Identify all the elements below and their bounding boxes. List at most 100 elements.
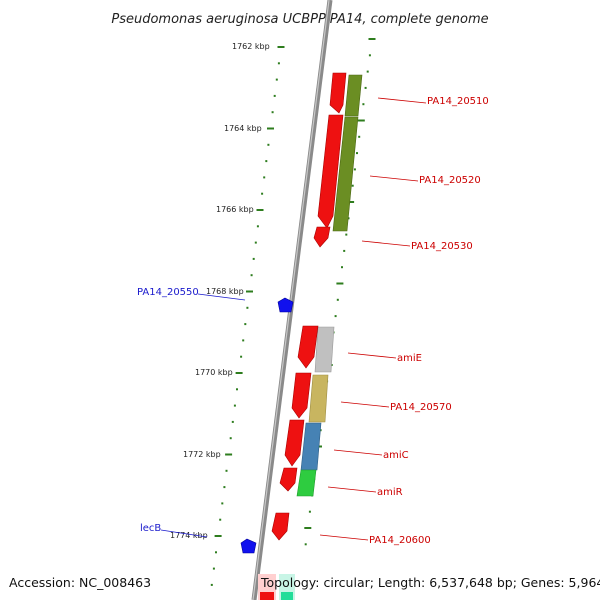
- scale-major-tick: [267, 127, 274, 130]
- scale-major-tick: [214, 535, 222, 537]
- scale-right-minor-tick: [345, 233, 348, 236]
- gene-arrow-amie[interactable]: [297, 325, 319, 369]
- scale-minor-tick: [252, 257, 255, 260]
- leader-amir: [327, 486, 377, 493]
- scale-right-minor-tick: [308, 510, 311, 513]
- scale-minor-tick: [212, 567, 215, 570]
- leader-pa14-20550: [197, 293, 246, 301]
- scale-major-tick: [246, 290, 253, 293]
- gene-arrow-pa14-20520[interactable]: [317, 114, 344, 229]
- scale-minor-tick: [221, 502, 224, 505]
- scale-label-1768: 1768 kbp: [206, 287, 244, 296]
- scale-right-minor-tick: [364, 86, 367, 89]
- clipped-genes-bottom: [258, 574, 295, 600]
- scale-minor-tick: [231, 420, 234, 423]
- cog-bar-pa14-20520[interactable]: [332, 116, 359, 232]
- scale-minor-tick: [263, 176, 266, 179]
- gene-arrow-pa14-20570[interactable]: [291, 372, 312, 419]
- scale-major-tick: [225, 453, 233, 456]
- scale-label-1772: 1772 kbp: [183, 450, 221, 459]
- gene-arrows-reverse: [240, 297, 294, 554]
- scale-minor-tick: [261, 192, 264, 195]
- cog-bar-pa14-20510[interactable]: [344, 74, 363, 117]
- scale-label-1766: 1766 kbp: [216, 205, 254, 214]
- scale-right-minor-tick: [336, 298, 339, 301]
- gene-labels-right: PA14_20510 PA14_20520 PA14_20530 amiE PA…: [319, 96, 489, 546]
- scale-right-minor-tick: [353, 168, 356, 171]
- gene-label-pa14-20600[interactable]: PA14_20600: [369, 535, 431, 546]
- scale-minor-tick: [244, 323, 247, 326]
- genome-backbone-highlight: [252, 0, 330, 600]
- scale-minor-tick: [275, 78, 278, 81]
- gene-label-amie[interactable]: amiE: [397, 353, 422, 364]
- gene-label-pa14-20510[interactable]: PA14_20510: [427, 96, 489, 107]
- scale-major-tick: [256, 209, 264, 211]
- gene-label-pa14-20570[interactable]: PA14_20570: [390, 402, 452, 413]
- leader-pa14-20530: [361, 240, 411, 247]
- cog-bar-amir[interactable]: [296, 469, 317, 497]
- gene-arrow-pa14-20550[interactable]: [277, 297, 294, 313]
- scale-minor-tick: [277, 62, 280, 65]
- scale-major-tick: [277, 46, 285, 48]
- scale-right-major-tick: [304, 527, 312, 529]
- scale-label-1774: 1774 kbp: [170, 531, 208, 540]
- leader-lecb: [160, 529, 208, 538]
- accession-label: Accession: NC_008463: [9, 575, 151, 590]
- leader-pa14-20520: [369, 175, 419, 182]
- cog-bar-amie[interactable]: [314, 326, 335, 373]
- gene-arrow-pa14-20530[interactable]: [313, 226, 331, 248]
- scale-right-minor-tick: [341, 266, 343, 269]
- scale-minor-tick: [240, 355, 243, 358]
- genome-backbone: [251, 0, 333, 600]
- scale-right-minor-tick: [351, 184, 354, 187]
- scale-minor-tick: [219, 518, 222, 521]
- leader-pa14-20600: [319, 534, 369, 541]
- leader-amie: [347, 352, 397, 359]
- gene-label-amic[interactable]: amiC: [383, 450, 409, 461]
- gene-arrows-forward: [271, 72, 347, 541]
- cog-bar-pa14-20570[interactable]: [308, 374, 329, 423]
- cog-bars: [296, 74, 363, 497]
- scale-minor-tick: [233, 404, 236, 407]
- scale-right-major-tick: [336, 282, 344, 285]
- map-title: Pseudomonas aeruginosa UCBPP-PA14, compl…: [111, 12, 488, 27]
- scale-minor-tick: [229, 437, 232, 440]
- gene-label-pa14-20520[interactable]: PA14_20520: [419, 175, 481, 186]
- gene-label-lecb[interactable]: lecB: [140, 523, 161, 534]
- scale-right-minor-tick: [356, 152, 358, 155]
- gene-arrow-lecb[interactable]: [240, 538, 257, 554]
- scale-label-1764: 1764 kbp: [224, 124, 262, 133]
- gene-arrow-amic[interactable]: [284, 419, 305, 467]
- topology-stats: Topology: circular; Length: 6,537,648 bp…: [260, 575, 600, 590]
- scale-minor-tick: [242, 339, 245, 342]
- scale-minor-tick: [236, 388, 238, 391]
- scale-minor-tick: [254, 241, 257, 244]
- scale-right-minor-tick: [334, 315, 337, 318]
- scale-right-minor-tick: [366, 70, 369, 73]
- gene-label-amir[interactable]: amiR: [377, 487, 403, 498]
- clipped-gene-teal: [281, 592, 293, 600]
- scale-right-minor-tick: [368, 54, 371, 57]
- gene-label-pa14-20550[interactable]: PA14_20550: [137, 287, 199, 298]
- gene-arrow-pa14-20510[interactable]: [329, 72, 347, 114]
- scale-label-1762: 1762 kbp: [232, 42, 270, 51]
- scale-ticks-left: [210, 46, 285, 586]
- scale-minor-tick: [210, 583, 213, 586]
- leader-amic: [333, 449, 383, 456]
- scale-right-minor-tick: [304, 543, 307, 546]
- gene-arrow-amir[interactable]: [279, 467, 298, 492]
- cog-bar-amic[interactable]: [300, 422, 322, 471]
- scale-labels: 1762 kbp 1764 kbp 1766 kbp 1768 kbp 1770…: [170, 42, 270, 540]
- scale-minor-tick: [271, 111, 274, 114]
- clipped-gene-red: [260, 592, 274, 600]
- gene-arrow-pa14-20600[interactable]: [271, 512, 290, 541]
- scale-minor-tick: [223, 486, 226, 489]
- scale-minor-tick: [225, 469, 228, 472]
- scale-right-minor-tick: [358, 135, 361, 138]
- scale-minor-tick: [265, 160, 268, 163]
- gene-label-pa14-20530[interactable]: PA14_20530: [411, 241, 473, 252]
- scale-minor-tick: [273, 94, 276, 97]
- scale-minor-tick: [215, 551, 217, 554]
- gene-labels-left: PA14_20550 lecB: [137, 287, 246, 538]
